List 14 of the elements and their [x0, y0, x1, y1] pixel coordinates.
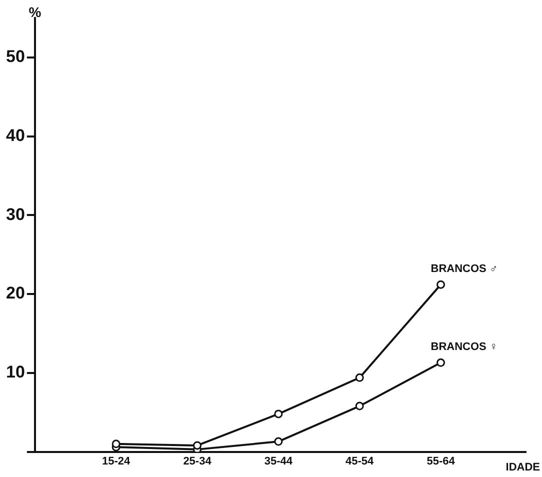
- x-tick-label: 25-34: [183, 455, 212, 468]
- x-tick-label: 45-54: [346, 455, 375, 468]
- y-tick-label: 20: [6, 284, 25, 303]
- y-tick-label: 40: [6, 126, 25, 145]
- y-tick-label: 10: [6, 362, 25, 382]
- y-tick-label: 50: [6, 47, 25, 66]
- x-tick-label: 35-44: [264, 455, 294, 468]
- x-tick-label: 55-64: [426, 455, 456, 468]
- series-label: BRANCOS ♀: [430, 341, 498, 354]
- y-tick-label: 30: [6, 204, 25, 224]
- series-label: BRANCOS ♂: [430, 263, 498, 276]
- y-axis-title: %: [28, 4, 42, 20]
- x-tick-label: 15-24: [102, 455, 132, 468]
- x-axis-title: IDADE: [506, 461, 540, 474]
